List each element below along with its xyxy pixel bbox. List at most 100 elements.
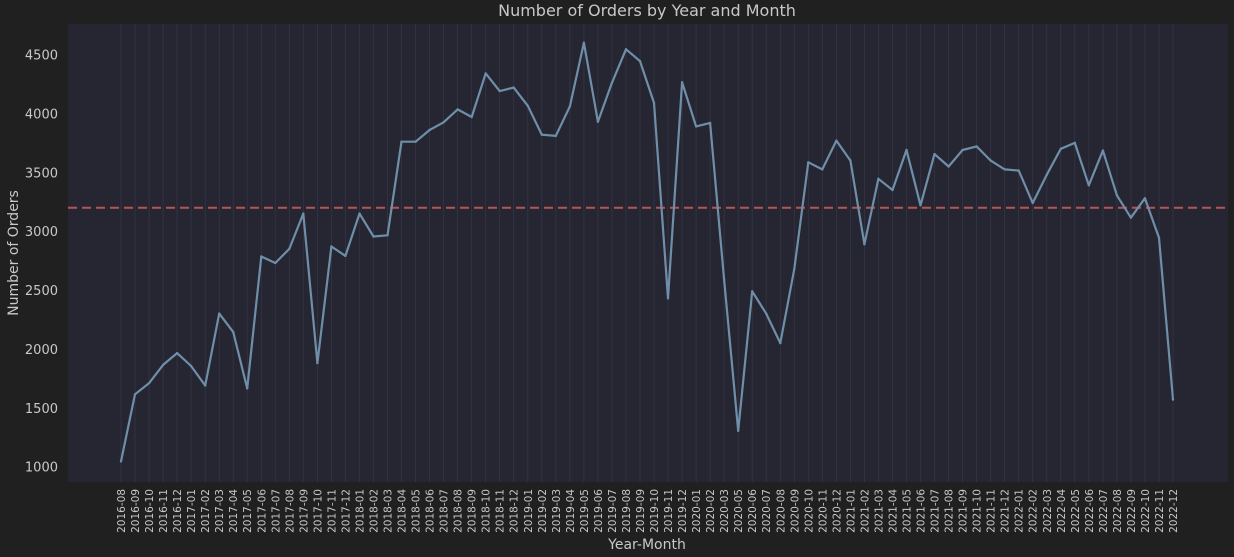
data-point bbox=[821, 168, 824, 171]
x-tick-label: 2018-06 bbox=[425, 489, 437, 533]
data-point bbox=[330, 245, 333, 248]
x-tick-label: 2020-05 bbox=[733, 489, 745, 533]
x-tick-label: 2020-07 bbox=[761, 489, 773, 533]
x-tick-label: 2018-07 bbox=[439, 489, 451, 533]
x-tick-label: 2021-02 bbox=[859, 489, 871, 533]
x-tick-label: 2017-10 bbox=[312, 489, 324, 533]
data-point bbox=[1003, 168, 1006, 171]
x-tick-label: 2021-08 bbox=[944, 489, 956, 533]
x-tick-label: 2022-02 bbox=[1028, 489, 1040, 533]
data-point bbox=[1073, 141, 1077, 145]
data-point bbox=[456, 108, 459, 111]
data-point bbox=[1171, 398, 1175, 401]
data-point bbox=[358, 212, 361, 215]
x-tick-label: 2019-01 bbox=[523, 489, 535, 533]
data-point bbox=[1087, 184, 1091, 187]
x-tick-label: 2021-09 bbox=[958, 489, 970, 533]
chart-title: Number of Orders by Year and Month bbox=[498, 1, 796, 20]
data-point bbox=[905, 148, 908, 152]
data-point bbox=[512, 86, 515, 89]
x-tick-label: 2018-02 bbox=[369, 489, 381, 533]
x-tick-label: 2022-10 bbox=[1140, 489, 1152, 533]
data-point bbox=[765, 312, 768, 315]
data-point bbox=[414, 140, 417, 143]
x-tick-label: 2019-12 bbox=[677, 489, 689, 533]
data-point bbox=[147, 381, 151, 385]
x-tick-label: 2020-10 bbox=[803, 489, 815, 533]
x-tick-label: 2020-12 bbox=[831, 489, 843, 533]
series-line bbox=[119, 41, 1175, 463]
data-point bbox=[680, 81, 684, 84]
data-point bbox=[1129, 216, 1133, 219]
x-tick-label: 2018-08 bbox=[453, 489, 465, 533]
data-point bbox=[779, 341, 782, 345]
data-point bbox=[975, 145, 978, 148]
x-tick-label: 2018-11 bbox=[495, 489, 507, 533]
y-tick-label: 2500 bbox=[25, 284, 58, 299]
x-tick-label: 2017-04 bbox=[228, 489, 240, 533]
x-tick-label: 2022-07 bbox=[1098, 489, 1110, 533]
x-tick-label: 2017-11 bbox=[326, 489, 338, 533]
y-tick-label: 4500 bbox=[25, 49, 58, 64]
data-point bbox=[204, 384, 207, 387]
data-point bbox=[1045, 173, 1049, 176]
x-tick-label: 2019-08 bbox=[621, 489, 633, 533]
x-tick-label: 2022-11 bbox=[1154, 489, 1166, 533]
data-point bbox=[849, 159, 852, 162]
y-tick-label: 4000 bbox=[25, 108, 58, 123]
x-tick-label: 2016-08 bbox=[116, 489, 128, 533]
data-point bbox=[666, 297, 670, 300]
x-tick-label: 2016-12 bbox=[172, 489, 184, 533]
data-point bbox=[708, 121, 712, 125]
x-tick-label: 2018-12 bbox=[509, 489, 521, 533]
x-tick-label: 2022-12 bbox=[1168, 489, 1180, 533]
data-point bbox=[386, 234, 389, 237]
x-tick-label: 2022-09 bbox=[1126, 489, 1138, 533]
y-tick-label: 1500 bbox=[25, 402, 58, 417]
x-tick-label: 2020-03 bbox=[719, 489, 731, 533]
data-point bbox=[737, 429, 740, 432]
data-point bbox=[751, 290, 754, 293]
x-tick-label: 2019-04 bbox=[565, 489, 577, 533]
data-point bbox=[933, 152, 936, 156]
data-point bbox=[246, 387, 249, 390]
x-tick-label: 2018-09 bbox=[467, 489, 479, 533]
data-point bbox=[133, 393, 137, 396]
x-tick-label: 2018-05 bbox=[411, 489, 423, 533]
x-tick-label: 2022-04 bbox=[1056, 489, 1068, 533]
data-point bbox=[638, 59, 642, 63]
y-tick-label: 3500 bbox=[25, 166, 58, 181]
x-tick-label: 2021-12 bbox=[1000, 489, 1012, 533]
data-point bbox=[260, 255, 263, 258]
x-tick-label: 2020-02 bbox=[705, 489, 717, 533]
data-point bbox=[596, 120, 600, 123]
x-tick-label: 2020-06 bbox=[747, 489, 759, 533]
x-tick-label: 2019-03 bbox=[551, 489, 563, 533]
plot-area bbox=[68, 24, 1228, 482]
data-point bbox=[1143, 197, 1147, 200]
x-tick-label: 2017-02 bbox=[200, 489, 212, 533]
data-point bbox=[989, 159, 992, 162]
data-point bbox=[1031, 201, 1034, 205]
data-point bbox=[582, 41, 586, 44]
data-point bbox=[793, 267, 796, 271]
x-tick-label: 2016-10 bbox=[144, 489, 156, 533]
data-point bbox=[1017, 169, 1020, 172]
x-tick-label: 2022-06 bbox=[1084, 489, 1096, 533]
data-point bbox=[302, 212, 305, 215]
data-point bbox=[722, 278, 726, 281]
x-axis-label: Year-Month bbox=[607, 537, 686, 553]
data-point bbox=[1157, 236, 1161, 239]
data-point bbox=[442, 121, 445, 124]
x-tick-label: 2019-11 bbox=[663, 489, 675, 533]
data-point bbox=[1059, 147, 1063, 150]
x-tick-label: 2021-07 bbox=[930, 489, 942, 533]
data-point bbox=[175, 351, 179, 355]
data-point bbox=[947, 165, 950, 168]
data-point bbox=[161, 363, 165, 367]
data-point bbox=[1101, 149, 1105, 152]
x-tick-label: 2017-03 bbox=[214, 489, 226, 533]
data-point bbox=[568, 105, 572, 108]
x-tick-label: 2019-05 bbox=[579, 489, 591, 533]
data-point bbox=[119, 460, 123, 463]
